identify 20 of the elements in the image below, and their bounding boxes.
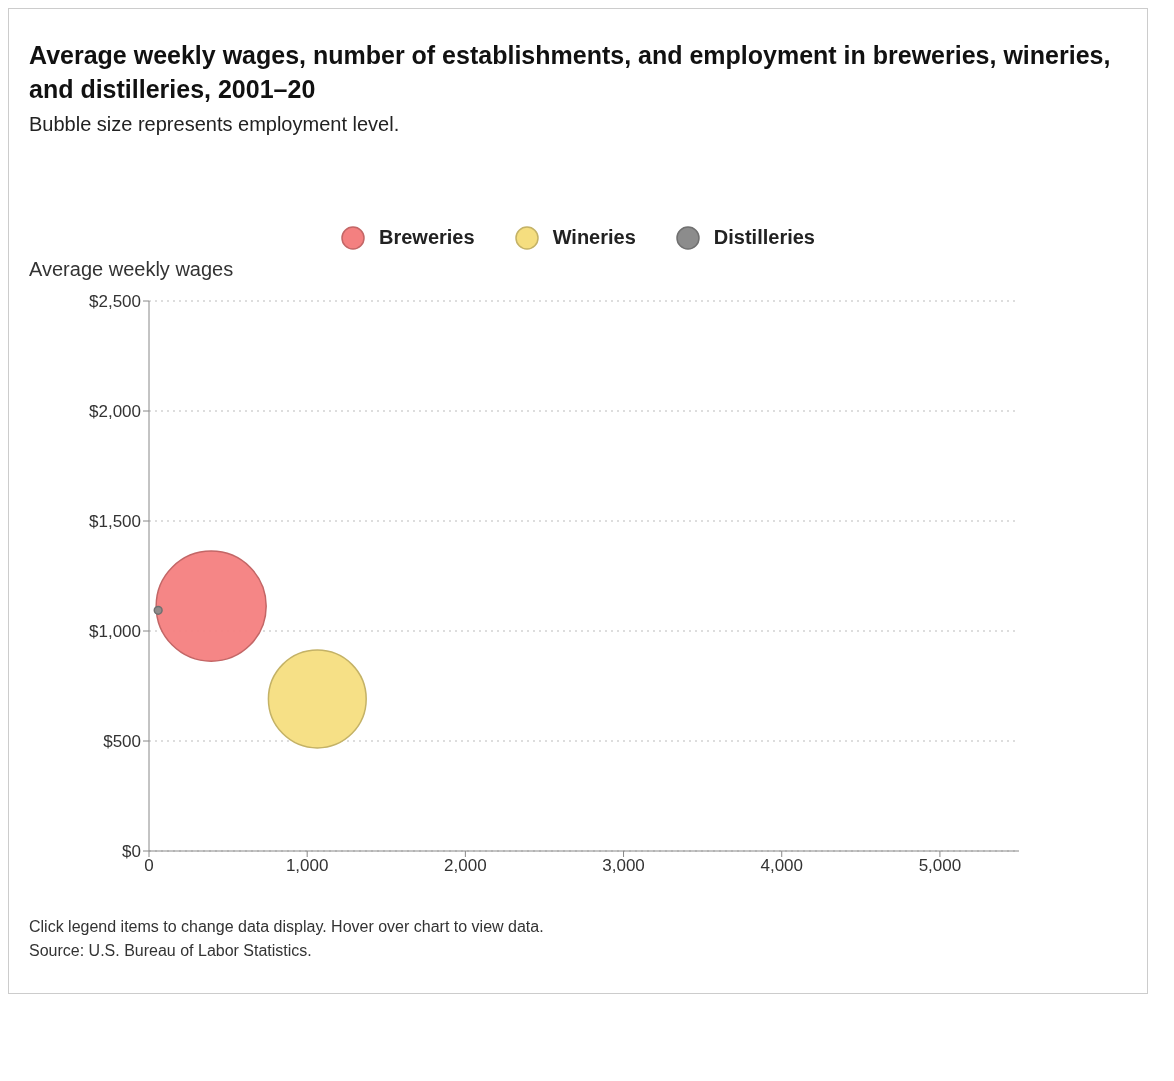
x-tick-label: 2,000 [444,855,487,875]
chart-title: Average weekly wages, number of establishments, and employment in breweries, wineries, and distilleries, 2001–20 [29,40,1112,105]
source-note: Source: U.S. Bureau of Labor Statistics. [29,940,313,961]
legend-label: Distilleries [713,226,815,249]
x-tick-label: 0 [144,855,154,875]
legend-label: Wineries [552,226,636,249]
x-tick-label: 3,000 [602,855,645,875]
y-tick-label: $2,000 [89,401,141,421]
y-tick-label: $0 [122,841,141,861]
x-tick-label: 5,000 [918,855,962,875]
x-tick-label: 1,000 [285,855,329,875]
y-tick-label: $500 [103,731,141,751]
y-tick-label: $2,500 [89,291,141,311]
legend-label: Breweries [379,226,475,249]
y-tick-label: $1,500 [89,511,141,531]
text: Click legend items to change data display. Hover over chart to view data. [29,916,545,937]
chart-subtitle: Bubble size represents employment level. [29,112,401,136]
y-axis-title: Average weekly wages [29,257,235,281]
x-tick-label: 4,000 [760,855,803,875]
y-tick-label: $1,000 [89,621,141,641]
